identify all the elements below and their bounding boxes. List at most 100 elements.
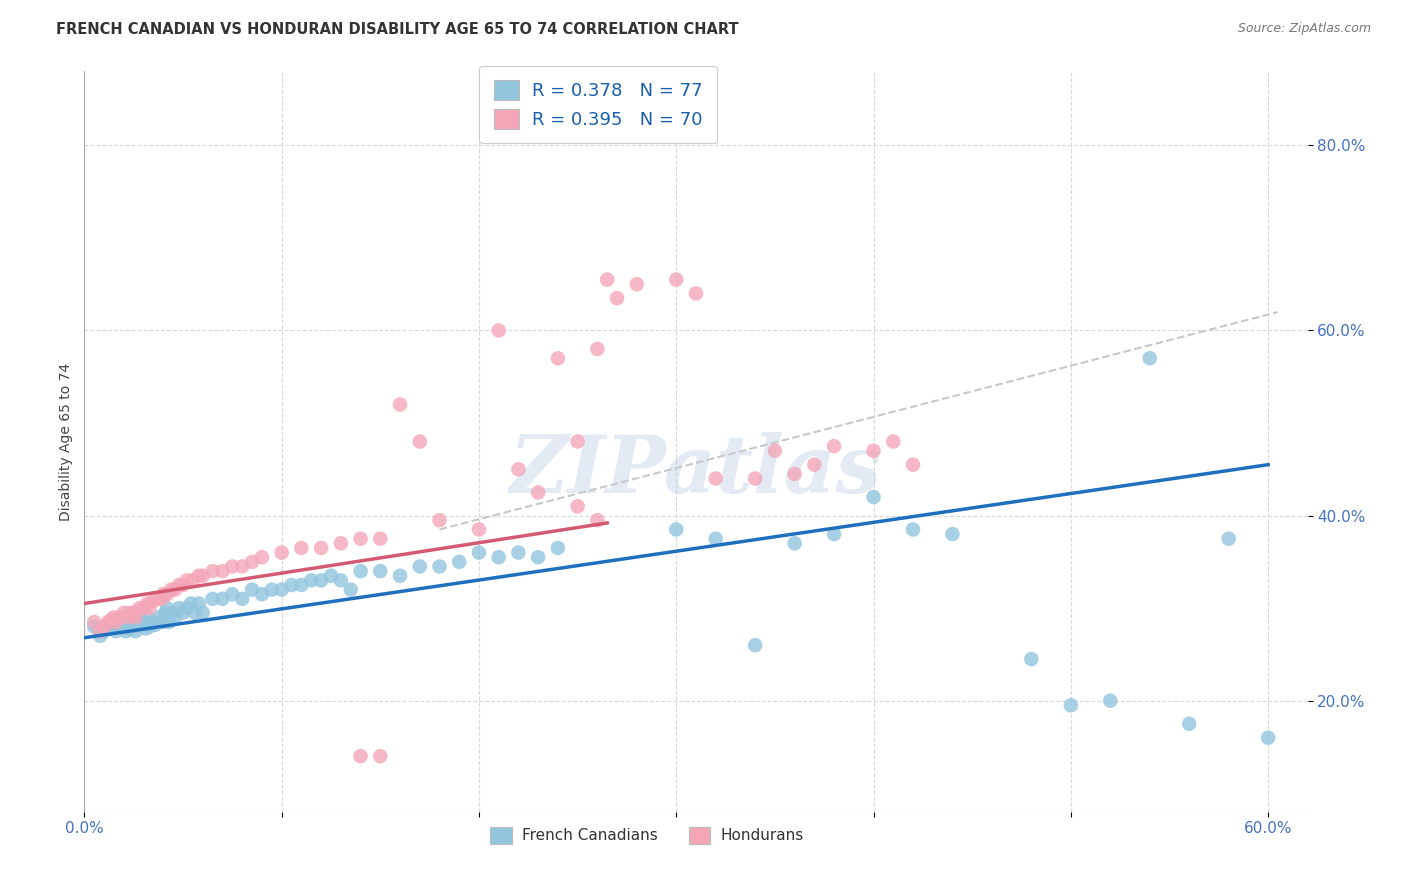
French Canadians <box>176 601 198 615</box>
Hondurans <box>138 601 160 615</box>
French Canadians <box>823 527 845 541</box>
Hondurans <box>567 434 589 449</box>
Hondurans <box>901 458 924 472</box>
French Canadians <box>142 615 165 629</box>
French Canadians <box>162 606 184 620</box>
French Canadians <box>104 624 127 639</box>
Hondurans <box>240 555 263 569</box>
Hondurans <box>270 546 292 560</box>
Hondurans <box>508 462 530 476</box>
French Canadians <box>165 610 187 624</box>
Hondurans <box>527 485 550 500</box>
French Canadians <box>135 622 157 636</box>
French Canadians <box>114 624 136 639</box>
French Canadians <box>547 541 569 555</box>
Hondurans <box>191 568 214 582</box>
French Canadians <box>862 490 884 504</box>
French Canadians <box>901 523 924 537</box>
Legend: French Canadians, Hondurans: French Canadians, Hondurans <box>478 814 815 856</box>
French Canadians <box>250 587 273 601</box>
French Canadians <box>468 546 491 560</box>
French Canadians <box>1060 698 1083 713</box>
Hondurans <box>128 601 150 615</box>
Hondurans <box>221 559 243 574</box>
Hondurans <box>108 610 131 624</box>
French Canadians <box>280 578 302 592</box>
French Canadians <box>98 622 121 636</box>
French Canadians <box>118 615 141 629</box>
Hondurans <box>368 749 391 764</box>
Hondurans <box>83 615 105 629</box>
French Canadians <box>156 601 179 615</box>
Hondurans <box>606 291 628 305</box>
French Canadians <box>97 617 120 632</box>
French Canadians <box>187 597 209 611</box>
French Canadians <box>1021 652 1043 666</box>
Hondurans <box>176 574 198 588</box>
French Canadians <box>488 550 510 565</box>
Hondurans <box>117 610 139 624</box>
French Canadians <box>704 532 727 546</box>
French Canadians <box>138 619 160 633</box>
Hondurans <box>882 434 904 449</box>
French Canadians <box>240 582 263 597</box>
Hondurans <box>685 286 707 301</box>
Hondurans <box>349 532 371 546</box>
French Canadians <box>1218 532 1240 546</box>
Hondurans <box>596 272 619 286</box>
French Canadians <box>191 606 214 620</box>
French Canadians <box>270 582 292 597</box>
French Canadians <box>1178 716 1201 731</box>
Hondurans <box>104 615 127 629</box>
Hondurans <box>167 578 190 592</box>
Hondurans <box>862 443 884 458</box>
Hondurans <box>118 606 141 620</box>
French Canadians <box>349 564 371 578</box>
French Canadians <box>180 597 202 611</box>
French Canadians <box>665 523 688 537</box>
French Canadians <box>368 564 391 578</box>
Hondurans <box>160 582 183 597</box>
Hondurans <box>89 624 111 639</box>
Hondurans <box>665 272 688 286</box>
French Canadians <box>231 591 253 606</box>
Hondurans <box>389 398 412 412</box>
French Canadians <box>744 638 766 652</box>
Hondurans <box>290 541 312 555</box>
French Canadians <box>122 619 145 633</box>
French Canadians <box>112 617 135 632</box>
Hondurans <box>429 513 451 527</box>
Hondurans <box>586 342 609 356</box>
French Canadians <box>201 591 224 606</box>
Hondurans <box>783 467 806 481</box>
Text: Source: ZipAtlas.com: Source: ZipAtlas.com <box>1237 22 1371 36</box>
Hondurans <box>136 597 159 611</box>
Hondurans <box>93 619 115 633</box>
Hondurans <box>97 615 120 629</box>
French Canadians <box>508 546 530 560</box>
Text: FRENCH CANADIAN VS HONDURAN DISABILITY AGE 65 TO 74 CORRELATION CHART: FRENCH CANADIAN VS HONDURAN DISABILITY A… <box>56 22 740 37</box>
Hondurans <box>152 587 174 601</box>
French Canadians <box>128 615 150 629</box>
Hondurans <box>349 749 371 764</box>
Hondurans <box>132 601 155 615</box>
Hondurans <box>231 559 253 574</box>
French Canadians <box>145 617 167 632</box>
French Canadians <box>103 615 125 629</box>
French Canadians <box>89 629 111 643</box>
Hondurans <box>586 513 609 527</box>
French Canadians <box>121 610 143 624</box>
Hondurans <box>146 591 169 606</box>
French Canadians <box>136 610 159 624</box>
Hondurans <box>409 434 432 449</box>
French Canadians <box>319 568 342 582</box>
French Canadians <box>83 619 105 633</box>
Hondurans <box>704 471 727 485</box>
French Canadians <box>299 574 322 588</box>
French Canadians <box>309 574 332 588</box>
French Canadians <box>1139 351 1161 366</box>
Hondurans <box>368 532 391 546</box>
Text: ZIPatlas: ZIPatlas <box>510 433 882 510</box>
French Canadians <box>211 591 233 606</box>
French Canadians <box>93 624 115 639</box>
